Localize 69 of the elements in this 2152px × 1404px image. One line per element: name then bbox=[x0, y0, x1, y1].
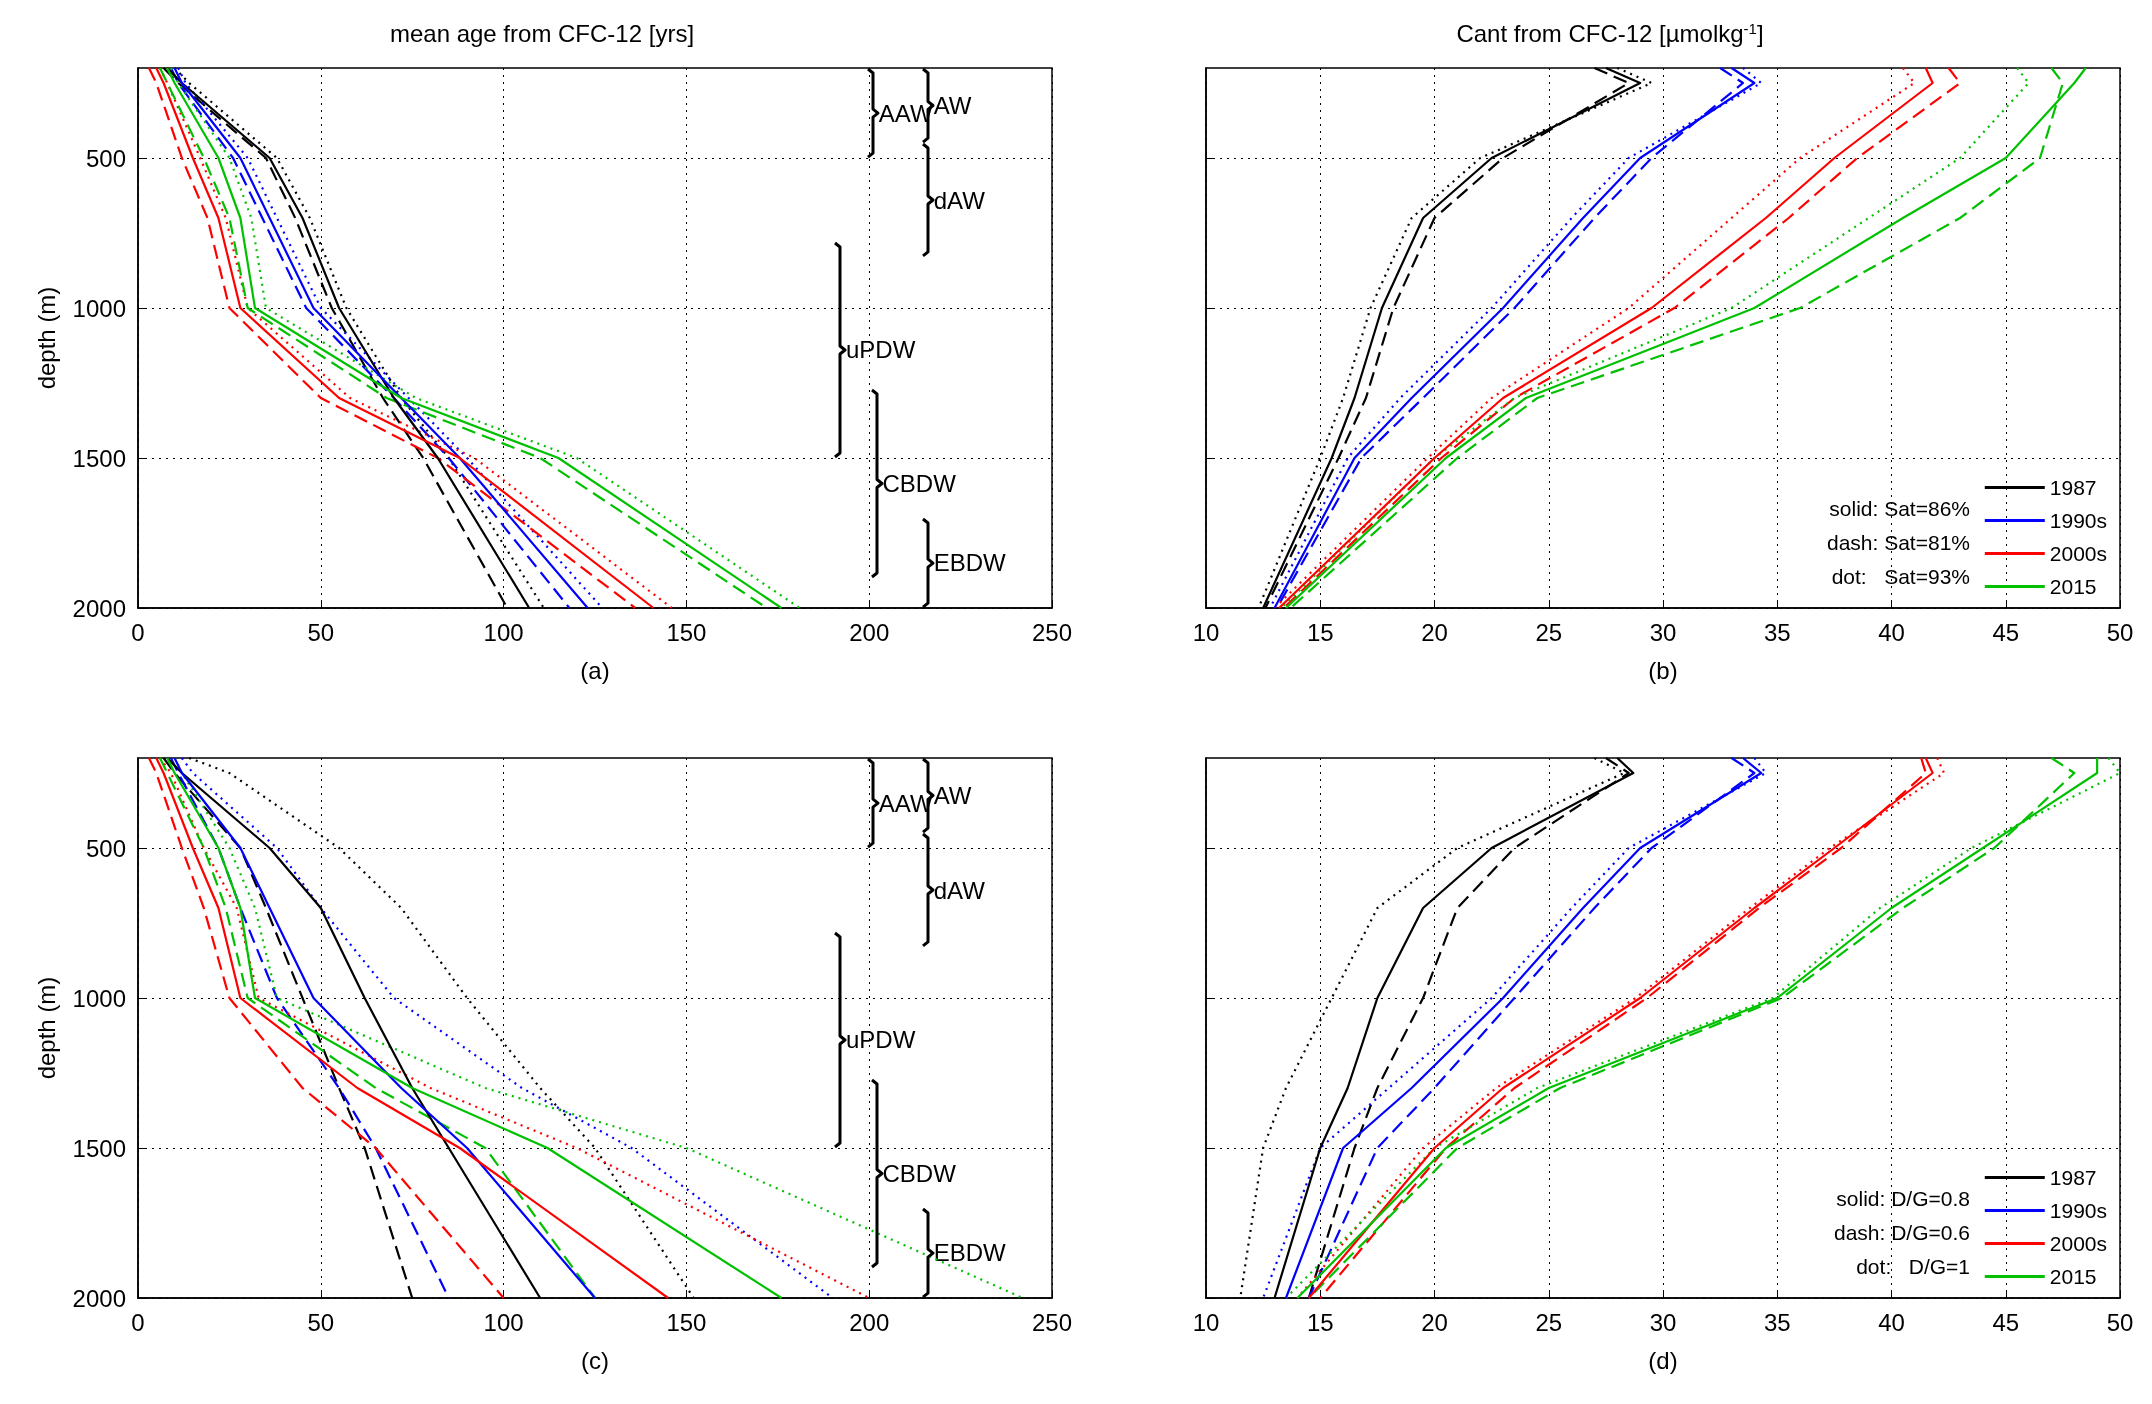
x-tick-label: 35 bbox=[1763, 1308, 1791, 1336]
y-axis-title: depth (m) bbox=[32, 286, 60, 390]
legend-label: 1987 bbox=[2049, 476, 2097, 499]
x-tick-label: 40 bbox=[1878, 1308, 1905, 1336]
annotation: AW bbox=[933, 92, 972, 120]
legend-label: 1990s bbox=[2049, 1199, 2107, 1222]
annotation: dash: D/G=0.6 bbox=[1834, 1220, 1970, 1244]
x-tick-label: 0 bbox=[131, 618, 145, 646]
x-tick-label: 30 bbox=[1649, 1308, 1677, 1336]
x-tick-label: 20 bbox=[1421, 618, 1448, 646]
x-tick-label: 200 bbox=[849, 618, 890, 646]
x-axis-title: (c) bbox=[581, 1346, 609, 1374]
x-tick-label: 30 bbox=[1649, 618, 1677, 646]
annotation: EBDW bbox=[933, 1239, 1007, 1267]
x-tick-label: 25 bbox=[1535, 618, 1563, 646]
x-tick-label: 45 bbox=[1992, 618, 2020, 646]
annotation: uPDW bbox=[845, 1026, 916, 1054]
x-tick-label: 50 bbox=[2106, 1308, 2134, 1336]
annotation: solid: D/G=0.8 bbox=[1836, 1186, 1970, 1210]
legend-label: 2000s bbox=[2049, 1232, 2107, 1255]
legend-label: 1987 bbox=[2049, 1166, 2097, 1189]
x-tick-label: 20 bbox=[1421, 1308, 1448, 1336]
annotation: solid: Sat=86% bbox=[1829, 496, 1970, 520]
x-tick-label: 150 bbox=[666, 1308, 707, 1336]
y-tick-label: 1000 bbox=[72, 984, 126, 1012]
annotation: CBDW bbox=[882, 469, 957, 497]
x-tick-label: 40 bbox=[1878, 618, 1905, 646]
legend-label: 2000s bbox=[2049, 542, 2107, 565]
annotation: EBDW bbox=[933, 549, 1007, 577]
x-tick-label: 15 bbox=[1306, 618, 1334, 646]
x-axis-title: (a) bbox=[580, 656, 610, 684]
annotation: dAW bbox=[933, 186, 986, 214]
x-tick-label: 0 bbox=[131, 1308, 145, 1336]
x-tick-label: 50 bbox=[307, 618, 335, 646]
annotation: AW bbox=[933, 782, 972, 810]
y-tick-label: 2000 bbox=[72, 1284, 126, 1312]
legend-label: 2015 bbox=[2049, 575, 2097, 598]
x-tick-label: 200 bbox=[849, 1308, 890, 1336]
x-tick-label: 10 bbox=[1192, 618, 1220, 646]
x-axis-title: (d) bbox=[1648, 1346, 1678, 1374]
annotation: uPDW bbox=[845, 336, 916, 364]
x-tick-label: 15 bbox=[1306, 1308, 1334, 1336]
y-axis-title: depth (m) bbox=[32, 976, 60, 1080]
x-tick-label: 150 bbox=[666, 618, 707, 646]
annotation: dash: Sat=81% bbox=[1826, 530, 1970, 554]
x-tick-label: 250 bbox=[1031, 618, 1073, 646]
annotation: dot: Sat=93% bbox=[1831, 564, 1970, 588]
x-tick-label: 45 bbox=[1992, 1308, 2020, 1336]
x-tick-label: 50 bbox=[2106, 618, 2134, 646]
x-tick-label: 50 bbox=[307, 1308, 335, 1336]
y-tick-label: 500 bbox=[85, 144, 126, 172]
x-tick-label: 25 bbox=[1535, 1308, 1563, 1336]
y-tick-label: 1000 bbox=[72, 294, 126, 322]
x-tick-label: 100 bbox=[483, 1308, 524, 1336]
y-tick-label: 500 bbox=[85, 834, 126, 862]
y-tick-label: 1500 bbox=[72, 1134, 126, 1162]
x-axis-title: (b) bbox=[1648, 656, 1678, 684]
legend-label: 1990s bbox=[2049, 509, 2107, 532]
x-tick-label: 35 bbox=[1763, 618, 1791, 646]
x-tick-label: 100 bbox=[483, 618, 524, 646]
y-tick-label: 1500 bbox=[72, 444, 126, 472]
annotation: CBDW bbox=[882, 1159, 957, 1187]
annotation: dAW bbox=[933, 876, 986, 904]
x-tick-label: 250 bbox=[1031, 1308, 1073, 1336]
legend-label: 2015 bbox=[2049, 1265, 2097, 1288]
y-tick-label: 2000 bbox=[72, 594, 126, 622]
annotation: dot: D/G=1 bbox=[1856, 1254, 1970, 1278]
chart-title: mean age from CFC-12 [yrs] bbox=[389, 19, 695, 47]
x-tick-label: 10 bbox=[1192, 1308, 1220, 1336]
